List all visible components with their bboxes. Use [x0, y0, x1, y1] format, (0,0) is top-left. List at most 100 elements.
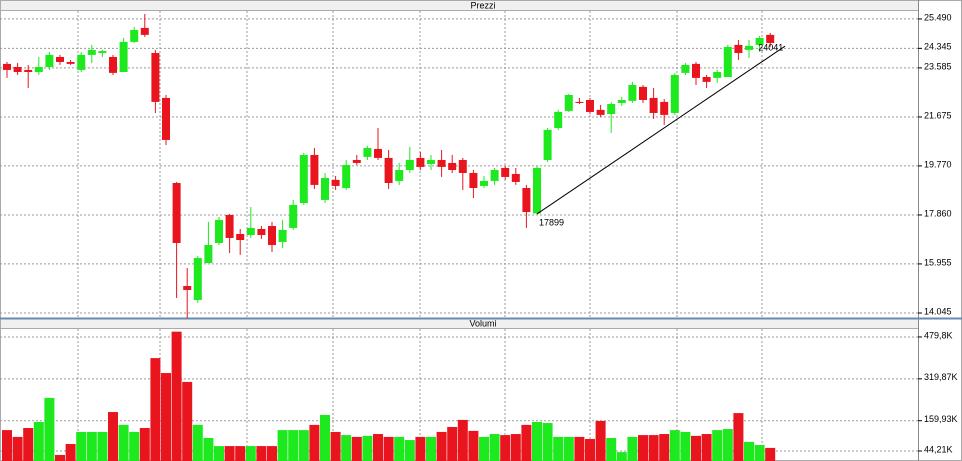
volume-bar [171, 331, 182, 461]
volume-bar [574, 436, 585, 461]
volume-bar [2, 430, 12, 461]
candle-body [225, 214, 234, 238]
candle-body [77, 54, 86, 70]
volume-bar [489, 434, 500, 461]
vertical-grid [77, 11, 763, 461]
candle-body [56, 56, 64, 62]
candle-body [416, 157, 425, 167]
volume-bar [235, 446, 246, 461]
volume-bar [267, 446, 277, 461]
candle-body [66, 61, 75, 64]
candle-body [3, 63, 11, 70]
candle-body [607, 103, 616, 114]
volume-bar [76, 431, 87, 461]
candle-body [617, 99, 626, 103]
volume-bar [638, 435, 648, 461]
volume-bar [542, 423, 553, 461]
candle-body [193, 258, 202, 301]
volume-bar [436, 431, 447, 461]
candle-body [363, 147, 372, 157]
volume-bar [351, 436, 362, 461]
candle-body [692, 63, 700, 78]
candle-body [395, 170, 404, 181]
candle-body [352, 159, 361, 163]
volume-bar [627, 436, 638, 461]
volume-bar [680, 431, 691, 461]
volume-bar [585, 439, 595, 461]
candle-body [289, 204, 298, 228]
candle-body [702, 77, 711, 82]
volume-bar [563, 436, 574, 461]
y-tick-label: 25.490 [924, 12, 952, 22]
price-title-bar [0, 0, 919, 11]
candle-body [469, 172, 478, 188]
candle-body [140, 27, 149, 35]
volume-bar [754, 445, 765, 461]
candle-body [374, 148, 382, 158]
candle-body [437, 159, 446, 167]
annotation-label: 24041 [758, 43, 783, 53]
y-tick-label: 319,87K [924, 372, 958, 382]
candle-body [766, 34, 775, 43]
candle-body [511, 173, 520, 182]
volume-bar [86, 431, 97, 461]
candle-body [660, 101, 669, 115]
volume-bar [245, 446, 256, 461]
volume-bar [65, 443, 76, 461]
candle-body [215, 219, 223, 243]
candle-body [34, 66, 43, 72]
candle-body [713, 71, 722, 78]
candle-body [119, 41, 128, 72]
volume-bar [500, 435, 511, 461]
volume-bar [606, 437, 617, 461]
volume-bar [33, 421, 44, 461]
volume-bar [256, 446, 267, 461]
volume-bar [532, 421, 542, 461]
volume-bar [712, 430, 723, 461]
volume-bar [648, 435, 659, 461]
volume-bar [595, 420, 606, 461]
candle-body [458, 159, 467, 173]
candle-body [172, 182, 181, 243]
volume-bar [691, 435, 701, 461]
volume-bar [118, 424, 129, 461]
volume-bar [161, 373, 171, 461]
candle-body [564, 94, 573, 111]
volume-bar [404, 440, 415, 461]
y-tick-label: 19.770 [924, 159, 952, 169]
volume-bar [150, 358, 161, 461]
volume-title-bar [0, 318, 919, 329]
y-tick-label: 14.045 [924, 306, 952, 316]
candle-body [670, 74, 679, 113]
candle-body [384, 157, 393, 183]
candle-body [575, 101, 584, 103]
candle-body [649, 97, 658, 113]
volume-bar [669, 430, 680, 461]
price-title: Prezzi [470, 0, 495, 10]
volume-bar [129, 431, 140, 461]
volume-bar [203, 437, 214, 461]
candle-body [246, 227, 255, 236]
candle-body [278, 230, 287, 242]
volume-bar [616, 452, 627, 461]
volume-bar [341, 435, 352, 461]
candle-body [24, 69, 33, 72]
candle-body [13, 66, 22, 72]
volume-bar [224, 446, 235, 461]
volume-bar [394, 436, 405, 461]
volume-bar [182, 381, 193, 461]
candle-body [109, 56, 117, 73]
volume-bar [468, 430, 479, 461]
candle-body [405, 159, 414, 171]
annotation-label: 17899 [539, 217, 564, 227]
candle-body [755, 37, 764, 45]
volume-bar [277, 430, 288, 461]
candle-body [342, 165, 351, 188]
volume-bar [447, 426, 458, 461]
volume-bar [510, 434, 521, 461]
candle-body [310, 154, 319, 185]
volume-bar [765, 447, 776, 461]
volume-bar [521, 424, 532, 461]
candle-body [299, 154, 308, 204]
